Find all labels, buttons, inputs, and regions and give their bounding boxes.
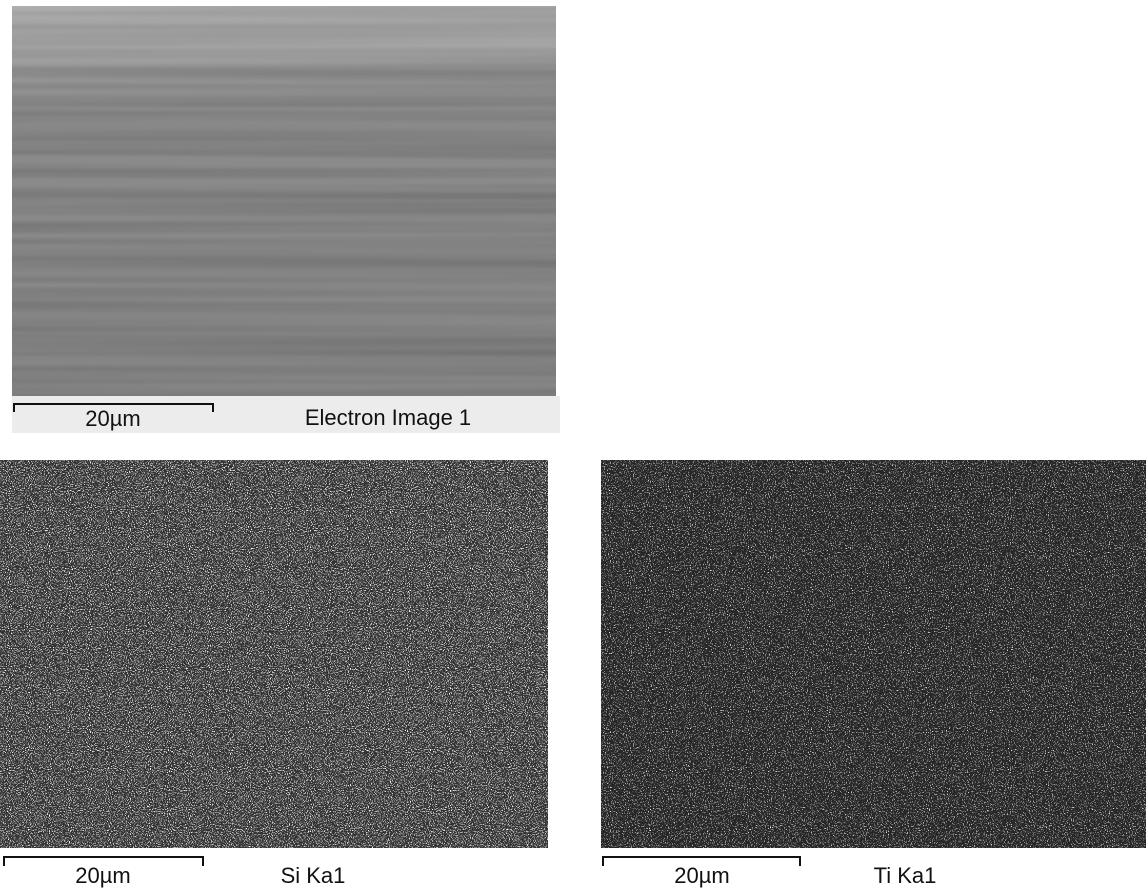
si-map-speckle	[0, 460, 548, 848]
si-map-panel: 20µm Si Ka1	[0, 460, 548, 888]
caption: Electron Image 1	[305, 405, 471, 430]
scale-bar	[13, 403, 214, 412]
ti-map-speckle	[601, 460, 1146, 848]
scale-bar	[3, 856, 204, 866]
electron-image-panel: 20µm Electron Image 1	[12, 6, 560, 433]
electron-image-texture	[12, 6, 556, 396]
scale-label: 20µm	[75, 863, 130, 888]
ti-map-panel: 20µm Ti Ka1	[601, 460, 1146, 888]
scale-label: 20µm	[85, 406, 140, 431]
label-strip	[12, 396, 560, 433]
scale-label: 20µm	[674, 863, 729, 888]
caption: Ti Ka1	[874, 863, 937, 888]
scale-bar	[602, 856, 801, 866]
caption: Si Ka1	[281, 863, 346, 888]
